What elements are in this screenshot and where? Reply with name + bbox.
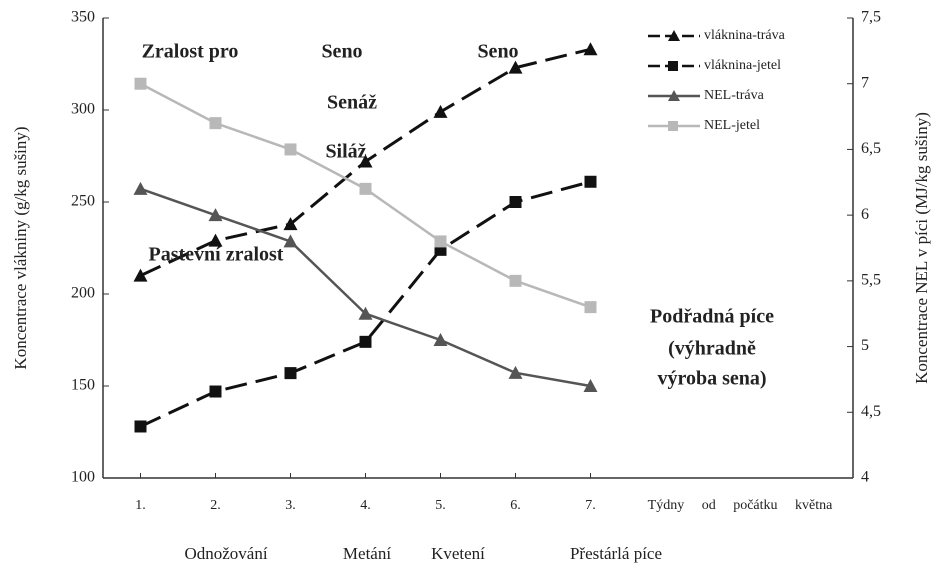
y2-tick-label: 6 (861, 206, 869, 223)
stage-label: Metání (343, 544, 391, 563)
x-tick-label: 7. (585, 498, 596, 513)
y-tick-label: 350 (71, 9, 95, 26)
y-tick-label: 150 (71, 377, 95, 394)
legend-label: NEL-tráva (704, 88, 765, 103)
x-tick-label: 1. (135, 498, 146, 513)
y2-tick-label: 5 (861, 337, 869, 354)
y2-tick-label: 6,5 (861, 140, 881, 157)
marker (210, 117, 222, 129)
y-tick-label: 250 (71, 193, 95, 210)
annotation: výroba sena) (657, 368, 766, 390)
y-axis-label: Koncentrace vlákniny (g/kg sušiny) (11, 126, 30, 369)
marker (285, 143, 297, 155)
legend-label: vláknina-tráva (704, 28, 786, 43)
annotation: Podřadná píce (650, 306, 774, 328)
marker (585, 301, 597, 313)
marker (135, 420, 147, 432)
marker (585, 176, 597, 188)
annotation: Pastevní zralost (149, 244, 284, 266)
marker (510, 275, 522, 287)
y2-tick-label: 4,5 (861, 403, 881, 420)
marker (135, 78, 147, 90)
x-tick-label: 4. (360, 498, 371, 513)
marker (285, 367, 297, 379)
marker (360, 336, 372, 348)
x-tick-label: 5. (435, 498, 446, 513)
stage-label: Odnožování (184, 544, 267, 563)
x-tick-label: 3. (285, 498, 296, 513)
annotation: Siláž (325, 141, 366, 163)
annotation: Seno (477, 41, 518, 63)
y2-tick-label: 7,5 (861, 9, 881, 26)
x-tick-label: 2. (210, 498, 221, 513)
marker (210, 386, 222, 398)
y2-tick-label: 4 (861, 469, 869, 486)
annotation: Seno (321, 41, 362, 63)
stage-label: Kvetení (431, 544, 485, 563)
y-tick-label: 300 (71, 101, 95, 118)
marker (435, 235, 447, 247)
stage-label: Přestárlá píce (570, 544, 662, 563)
y2-tick-label: 5,5 (861, 272, 881, 289)
x-axis-label: Týdny od počátku května (648, 498, 833, 513)
annotation: Senáž (327, 92, 377, 114)
annotation: Zralost pro (142, 41, 239, 63)
y-tick-label: 200 (71, 285, 95, 302)
chart: Koncentrace vlákniny (g/kg sušiny) Konce… (0, 0, 942, 568)
marker (510, 196, 522, 208)
marker (360, 183, 372, 195)
y2-axis-label: Koncentrace NEL v píci (MJ/kg sušiny) (912, 112, 931, 384)
y-tick-label: 100 (71, 469, 95, 486)
x-tick-label: 6. (510, 498, 521, 513)
legend-marker (668, 61, 678, 71)
legend-label: vláknina-jetel (704, 58, 781, 73)
y2-tick-label: 7 (861, 74, 869, 91)
legend-label: NEL-jetel (704, 118, 760, 133)
annotation: (výhradně (668, 338, 756, 360)
legend-marker (668, 121, 678, 131)
